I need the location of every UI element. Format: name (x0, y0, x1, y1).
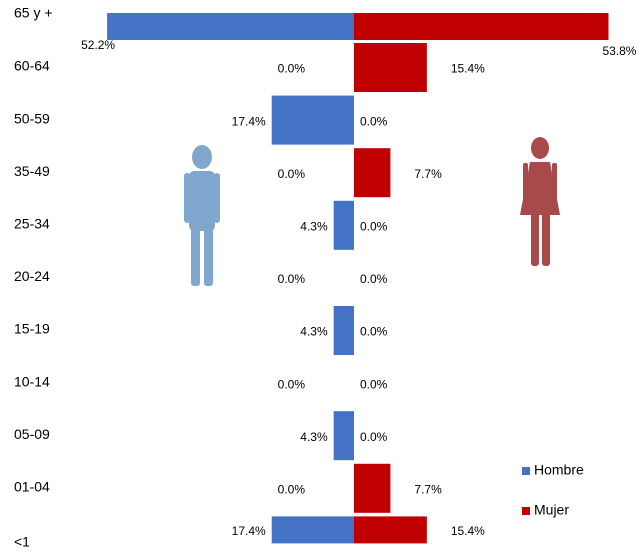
value-label: 52.2% (81, 38, 115, 52)
legend-swatch (522, 507, 530, 515)
category-label: 25-34 (14, 216, 50, 232)
value-label: 0.0% (360, 325, 388, 339)
value-label: 0.0% (360, 272, 388, 286)
value-label: 0.0% (360, 219, 388, 233)
value-label: 0.0% (360, 114, 388, 128)
category-label: 20-24 (14, 268, 50, 284)
bar (354, 13, 609, 40)
value-label: 17.4% (232, 524, 266, 538)
bar (354, 516, 427, 544)
value-label: 17.4% (232, 114, 266, 128)
bar (271, 95, 354, 145)
legend-label: Hombre (534, 462, 584, 478)
category-label: 05-09 (14, 426, 50, 442)
value-label: 0.0% (360, 430, 388, 444)
bar (333, 200, 354, 250)
value-label: 0.0% (278, 167, 306, 181)
male-icon (184, 145, 220, 286)
category-label: 10-14 (14, 373, 50, 389)
value-label: 0.0% (278, 482, 306, 496)
value-label: 15.4% (451, 524, 485, 538)
legend-label: Mujer (534, 502, 569, 518)
value-label: 0.0% (360, 377, 388, 391)
category-label: 01-04 (14, 479, 50, 495)
bar (333, 411, 354, 461)
value-label: 4.3% (300, 219, 328, 233)
value-label: 53.8% (602, 44, 636, 58)
value-label: 0.0% (278, 377, 306, 391)
bar (271, 516, 354, 544)
category-label: 60-64 (14, 58, 50, 74)
value-label: 7.7% (414, 167, 442, 181)
bar (354, 43, 427, 92)
value-label: 4.3% (300, 325, 328, 339)
bar (354, 148, 391, 198)
value-label: 7.7% (414, 482, 442, 496)
bar (107, 13, 355, 40)
bar (333, 306, 354, 355)
category-label: 15-19 (14, 321, 50, 337)
value-label: 4.3% (300, 430, 328, 444)
value-label: 0.0% (278, 62, 306, 76)
category-label: 35-49 (14, 163, 50, 179)
bar (354, 463, 391, 513)
legend-swatch (522, 467, 530, 475)
value-label: 15.4% (451, 62, 485, 76)
female-icon (520, 137, 560, 266)
category-label: 50-59 (14, 110, 50, 126)
category-label: <1 (14, 534, 30, 550)
category-label: 65 y + (14, 5, 53, 21)
value-label: 0.0% (278, 272, 306, 286)
